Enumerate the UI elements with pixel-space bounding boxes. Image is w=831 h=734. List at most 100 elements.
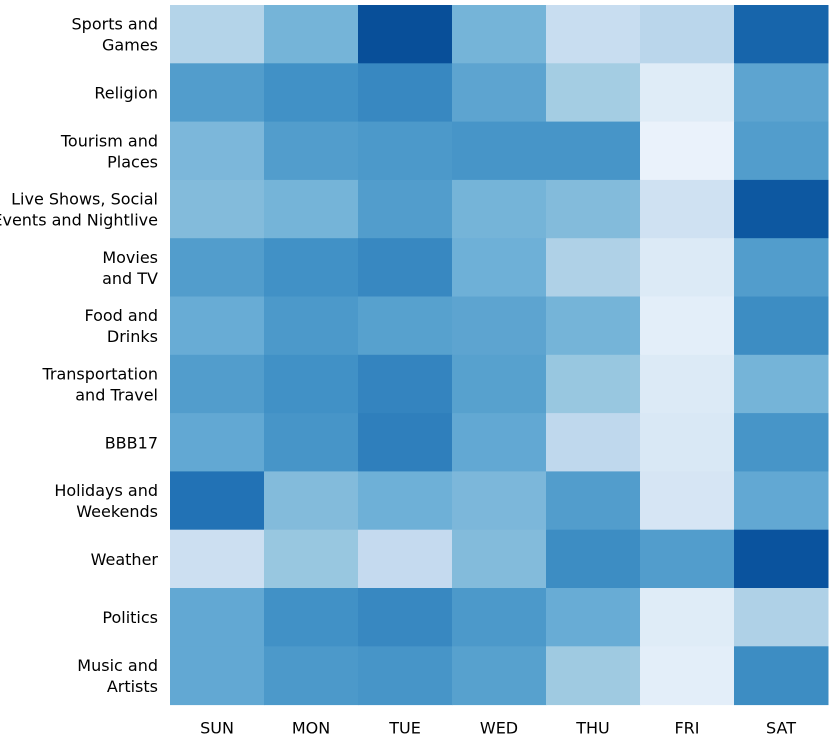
heatmap-cell-r5-c4: [546, 296, 641, 356]
heatmap-cell-r5-c5: [640, 296, 735, 356]
row-label-6: Transportation and Travel: [41, 364, 158, 404]
heatmap-cell-r8-c2: [358, 471, 453, 531]
heatmap-cell-r6-c5: [640, 354, 735, 414]
heatmap-cell-r3-c6: [734, 179, 829, 239]
row-label-5-line-0: Food and: [84, 306, 158, 325]
heatmap-cell-r3-c2: [358, 179, 453, 239]
row-label-2-line-1: Places: [107, 152, 158, 171]
row-label-6-line-1: and Travel: [75, 385, 158, 404]
heatmap-cell-r7-c3: [452, 413, 547, 472]
heatmap-cell-r0-c6: [734, 5, 829, 64]
row-label-3-line-0: Live Shows, Social: [11, 190, 158, 209]
heatmap-cell-r10-c4: [546, 588, 641, 647]
column-label-thu: THU: [575, 719, 610, 734]
row-label-5: Food and Drinks: [84, 306, 158, 346]
heatmap-cell-r9-c2: [358, 529, 453, 589]
column-label-tue: TUE: [388, 719, 421, 734]
heatmap-cell-r5-c1: [264, 296, 359, 356]
heatmap-cell-r4-c2: [358, 238, 453, 297]
heatmap-cell-r11-c0: [170, 646, 265, 706]
heatmap-cell-r1-c6: [734, 63, 829, 123]
heatmap-cell-r3-c3: [452, 179, 547, 239]
heatmap-cell-r10-c6: [734, 588, 829, 647]
row-label-2: Tourism and Places: [60, 131, 158, 171]
heatmap-cell-r7-c0: [170, 413, 265, 472]
heatmap-cell-r9-c4: [546, 529, 641, 589]
heatmap-cell-r4-c1: [264, 238, 359, 297]
row-label-4: Movies and TV: [102, 248, 158, 288]
row-label-3: Live Shows, Social Events and Nightlive: [0, 190, 158, 230]
heatmap-cell-r3-c5: [640, 179, 735, 239]
heatmap-cell-r9-c3: [452, 529, 547, 589]
row-label-7-line-0: BBB17: [105, 433, 158, 452]
heatmap-cell-r7-c5: [640, 413, 735, 472]
heatmap-cell-r1-c3: [452, 63, 547, 123]
heatmap-cell-r10-c1: [264, 588, 359, 647]
row-label-11-line-0: Music and: [77, 656, 158, 675]
row-label-3-line-1: Events and Nightlive: [0, 211, 158, 230]
column-label-sat: SAT: [766, 719, 796, 734]
column-label-wed: WED: [480, 719, 518, 734]
heatmap-cell-r2-c0: [170, 121, 265, 181]
heatmap-cell-r5-c6: [734, 296, 829, 356]
heatmap-cell-r5-c0: [170, 296, 265, 356]
heatmap-cell-r0-c2: [358, 5, 453, 64]
heatmap-cell-r9-c5: [640, 529, 735, 589]
heatmap-cell-r2-c3: [452, 121, 547, 181]
row-label-1: Religion: [94, 83, 158, 102]
heatmap-cell-r3-c0: [170, 179, 265, 239]
heatmap-cell-r6-c1: [264, 354, 359, 414]
row-label-7: BBB17: [105, 433, 158, 452]
row-label-2-line-0: Tourism and: [60, 131, 158, 150]
heatmap-cell-r0-c5: [640, 5, 735, 64]
heatmap-cell-r8-c6: [734, 471, 829, 531]
row-labels: Sports and Games Religion Tourism and Places…: [0, 15, 158, 696]
heatmap-cell-r6-c0: [170, 354, 265, 414]
heatmap-cell-r11-c5: [640, 646, 735, 706]
heatmap-cell-r7-c1: [264, 413, 359, 472]
heatmap-cell-r1-c2: [358, 63, 453, 123]
row-label-11: Music and Artists: [77, 656, 158, 696]
heatmap-cell-r6-c6: [734, 354, 829, 414]
row-label-4-line-1: and TV: [102, 269, 158, 288]
row-label-4-line-0: Movies: [102, 248, 158, 267]
heatmap-cell-r9-c0: [170, 529, 265, 589]
heatmap-cell-r6-c3: [452, 354, 547, 414]
row-label-10: Politics: [102, 608, 158, 627]
row-label-9-line-0: Weather: [91, 550, 159, 569]
heatmap-cell-r2-c2: [358, 121, 453, 181]
heatmap-cell-r2-c6: [734, 121, 829, 181]
heatmap-cell-r11-c2: [358, 646, 453, 706]
heatmap-cell-r3-c1: [264, 179, 359, 239]
heatmap-cell-r10-c0: [170, 588, 265, 647]
heatmap-cell-r6-c4: [546, 354, 641, 414]
heatmap-cell-r2-c1: [264, 121, 359, 181]
heatmap-cell-r7-c6: [734, 413, 829, 472]
heatmap-cell-r0-c1: [264, 5, 359, 64]
row-label-10-line-0: Politics: [102, 608, 158, 627]
heatmap-cell-r5-c3: [452, 296, 547, 356]
row-label-1-line-0: Religion: [94, 83, 158, 102]
row-label-0-line-1: Games: [102, 36, 158, 55]
heatmap-cell-r1-c4: [546, 63, 641, 123]
heatmap-cell-r4-c0: [170, 238, 265, 297]
heatmap-cell-r6-c2: [358, 354, 453, 414]
heatmap-cell-r10-c3: [452, 588, 547, 647]
row-label-11-line-1: Artists: [107, 677, 158, 696]
row-label-8: Holidays and Weekends: [54, 481, 158, 521]
heatmap-cells: [170, 5, 829, 706]
heatmap-cell-r11-c4: [546, 646, 641, 706]
heatmap-cell-r7-c4: [546, 413, 641, 472]
row-label-6-line-0: Transportation: [41, 364, 158, 383]
row-label-9: Weather: [91, 550, 159, 569]
heatmap-cell-r10-c5: [640, 588, 735, 647]
heatmap-cell-r1-c1: [264, 63, 359, 123]
heatmap-cell-r8-c5: [640, 471, 735, 531]
column-labels: SUN MON TUE WED THU FRI SAT: [200, 719, 796, 734]
row-label-8-line-0: Holidays and: [54, 481, 158, 500]
heatmap-cell-r1-c0: [170, 63, 265, 123]
heatmap-cell-r0-c3: [452, 5, 547, 64]
heatmap-cell-r3-c4: [546, 179, 641, 239]
heatmap-cell-r5-c2: [358, 296, 453, 356]
heatmap-cell-r11-c3: [452, 646, 547, 706]
